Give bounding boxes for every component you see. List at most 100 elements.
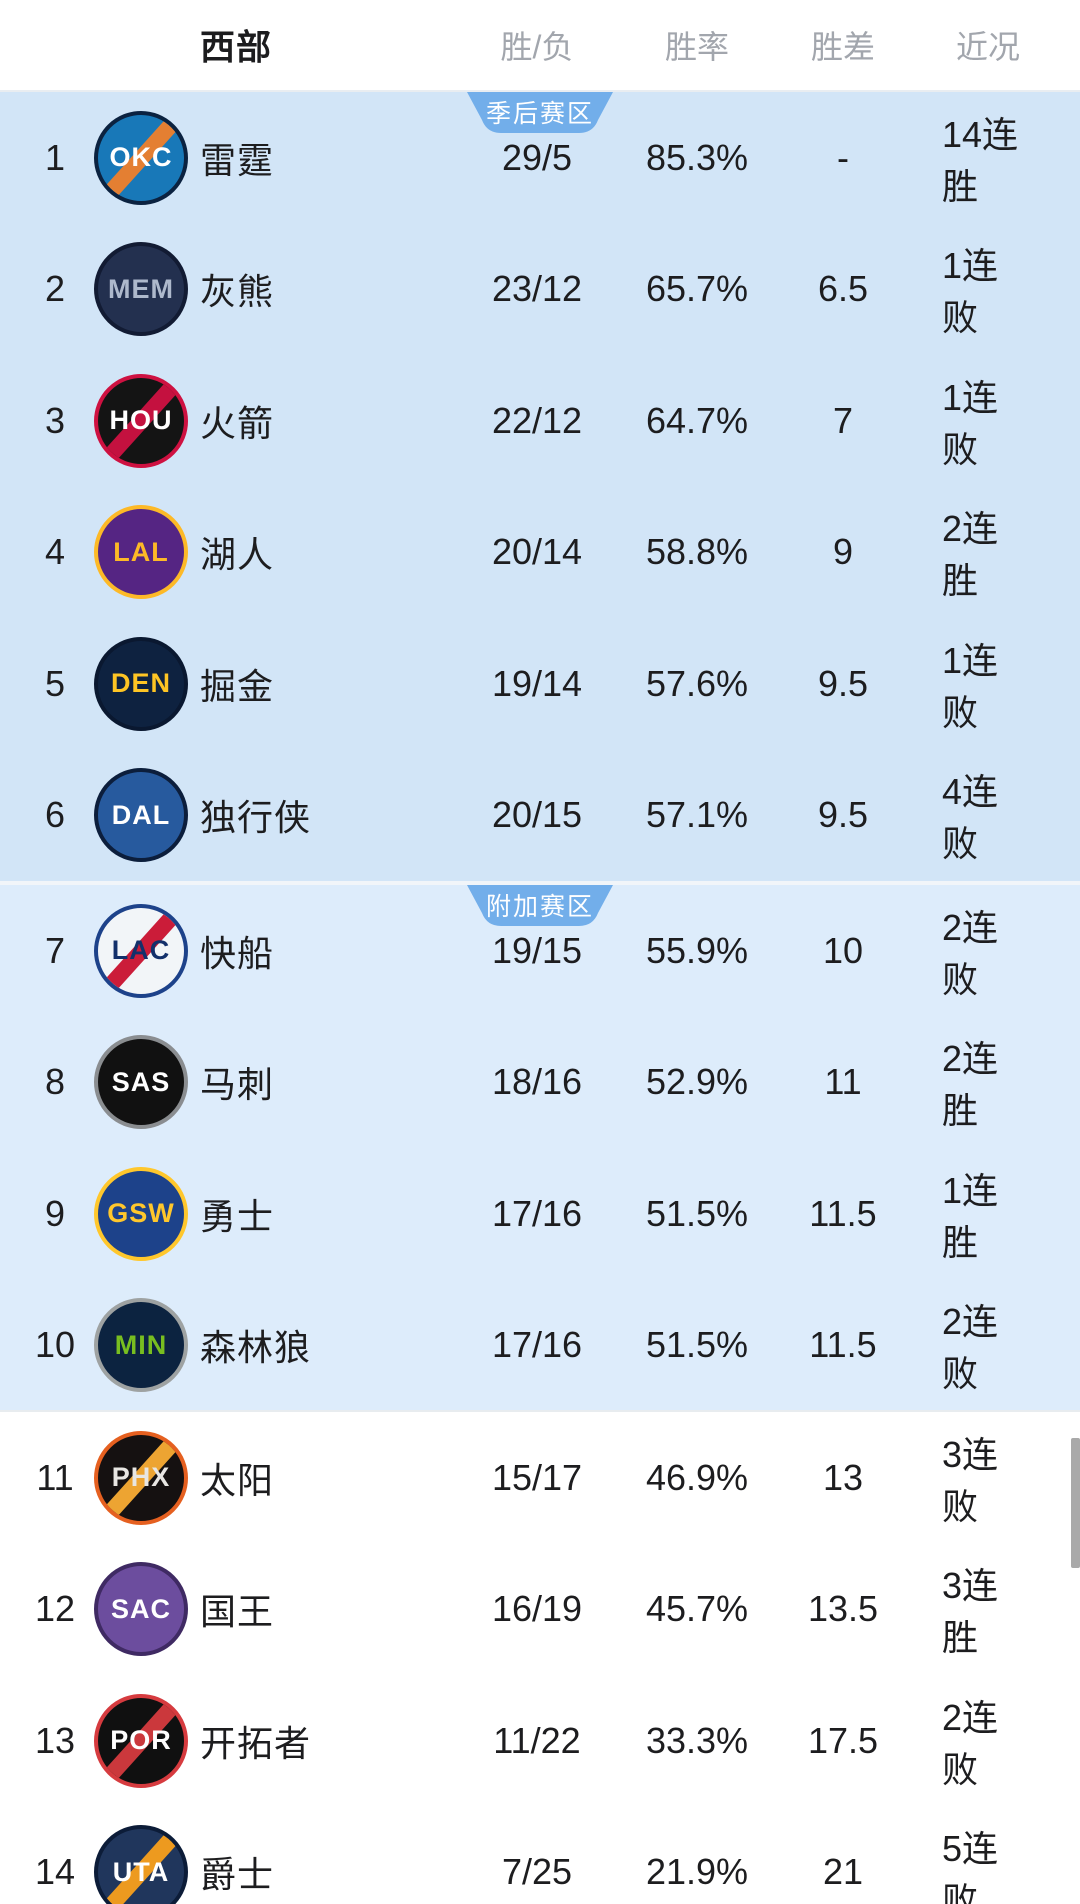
team-abbreviation: SAS bbox=[111, 1066, 171, 1097]
play-in-zone-section: 附加赛区 7 LAC 快船 19/15 55.9% 10 2连败 8 SAS 马… bbox=[0, 885, 1080, 1410]
win-percentage: 45.7% bbox=[645, 1588, 749, 1630]
win-loss-record: 20/15 bbox=[491, 794, 583, 836]
win-percentage: 58.8% bbox=[645, 531, 749, 573]
win-loss-record: 23/12 bbox=[491, 268, 583, 310]
streak-status: 14连胜 bbox=[942, 113, 1019, 207]
games-behind: - bbox=[837, 136, 849, 178]
column-header-recent: 近况 bbox=[955, 29, 1021, 65]
play-in-zone-badge: 附加赛区 bbox=[467, 885, 613, 926]
streak-status: 2连败 bbox=[942, 1696, 999, 1790]
rank-number: 13 bbox=[34, 1719, 76, 1761]
streak-status: 2连败 bbox=[942, 906, 999, 1000]
team-abbreviation: MEM bbox=[108, 273, 174, 304]
team-name: 爵士 bbox=[200, 1854, 275, 1896]
team-name: 开拓者 bbox=[200, 1722, 312, 1764]
games-behind: 9 bbox=[832, 531, 854, 573]
games-behind: 6.5 bbox=[817, 268, 869, 310]
table-row[interactable]: 14 UTA 爵士 7/25 21.9% 21 5连败 bbox=[0, 1807, 1080, 1904]
table-row[interactable]: 8 SAS 马刺 18/16 52.9% 11 2连胜 bbox=[0, 1017, 1080, 1149]
team-abbreviation: OKC bbox=[109, 142, 173, 173]
conference-title: 西部 bbox=[200, 28, 273, 68]
table-row[interactable]: 2 MEM 灰熊 23/12 65.7% 6.5 1连败 bbox=[0, 224, 1080, 356]
team-name: 森林狼 bbox=[200, 1327, 312, 1369]
team-logo-mem: MEM bbox=[94, 242, 188, 337]
lottery-section: 11 PHX 太阳 15/17 46.9% 13 3连败 12 SAC 国王 1… bbox=[0, 1412, 1080, 1904]
streak-status: 4连败 bbox=[942, 771, 999, 865]
rank-number: 9 bbox=[44, 1192, 66, 1234]
rank-number: 2 bbox=[44, 268, 66, 310]
team-name: 火箭 bbox=[200, 402, 275, 444]
win-loss-record: 19/14 bbox=[491, 662, 583, 704]
win-loss-record: 29/5 bbox=[501, 136, 573, 178]
team-name: 湖人 bbox=[200, 534, 275, 576]
streak-status: 3连胜 bbox=[942, 1565, 999, 1659]
table-row[interactable]: 7 LAC 快船 19/15 55.9% 10 2连败 bbox=[0, 885, 1080, 1017]
team-logo-phx: PHX bbox=[94, 1430, 188, 1525]
team-logo-uta: UTA bbox=[94, 1825, 188, 1904]
win-percentage: 46.9% bbox=[645, 1456, 749, 1498]
rank-number: 11 bbox=[36, 1456, 74, 1498]
section-divider bbox=[0, 1410, 1080, 1412]
table-row[interactable]: 13 POR 开拓者 11/22 33.3% 17.5 2连败 bbox=[0, 1675, 1080, 1807]
streak-status: 5连败 bbox=[942, 1828, 999, 1904]
streak-status: 2连胜 bbox=[942, 1038, 999, 1132]
team-abbreviation: DEN bbox=[110, 668, 171, 699]
team-logo-lac: LAC bbox=[94, 903, 188, 998]
team-name: 灰熊 bbox=[200, 271, 275, 313]
streak-status: 2连败 bbox=[942, 1301, 999, 1395]
team-logo-por: POR bbox=[94, 1693, 188, 1788]
table-row[interactable]: 11 PHX 太阳 15/17 46.9% 13 3连败 bbox=[0, 1412, 1080, 1544]
win-percentage: 33.3% bbox=[645, 1719, 749, 1761]
svg-text:季后赛区: 季后赛区 bbox=[486, 100, 594, 128]
games-behind: 11.5 bbox=[809, 1192, 877, 1234]
rank-number: 8 bbox=[44, 1061, 66, 1103]
streak-status: 1连败 bbox=[942, 245, 999, 339]
win-percentage: 65.7% bbox=[645, 268, 749, 310]
team-name: 马刺 bbox=[200, 1064, 275, 1106]
win-percentage: 85.3% bbox=[645, 136, 749, 178]
table-row[interactable]: 6 DAL 独行侠 20/15 57.1% 9.5 4连败 bbox=[0, 750, 1080, 882]
team-name: 国王 bbox=[200, 1591, 275, 1633]
rank-number: 7 bbox=[44, 929, 66, 971]
column-header-winpct: 胜率 bbox=[664, 29, 730, 65]
section-divider bbox=[0, 881, 1080, 885]
table-row[interactable]: 12 SAC 国王 16/19 45.7% 13.5 3连胜 bbox=[0, 1544, 1080, 1676]
table-row[interactable]: 1 OKC 雷霆 29/5 85.3% - 14连胜 bbox=[0, 92, 1080, 224]
team-logo-lal: LAL bbox=[94, 505, 188, 600]
scrollbar-thumb[interactable] bbox=[1071, 1438, 1080, 1568]
win-loss-record: 19/15 bbox=[491, 929, 583, 971]
team-abbreviation: LAL bbox=[113, 536, 169, 567]
team-logo-den: DEN bbox=[94, 636, 188, 731]
team-name: 掘金 bbox=[200, 665, 275, 707]
team-logo-dal: DAL bbox=[94, 768, 188, 863]
team-logo-sac: SAC bbox=[94, 1562, 188, 1657]
playoff-zone-section: 季后赛区 1 OKC 雷霆 29/5 85.3% - 14连胜 2 MEM 灰熊… bbox=[0, 92, 1080, 881]
table-row[interactable]: 10 MIN 森林狼 17/16 51.5% 11.5 2连败 bbox=[0, 1280, 1080, 1412]
team-logo-min: MIN bbox=[94, 1298, 188, 1393]
games-behind: 10 bbox=[822, 929, 864, 971]
table-row[interactable]: 9 GSW 勇士 17/16 51.5% 11.5 1连胜 bbox=[0, 1148, 1080, 1280]
streak-status: 2连胜 bbox=[942, 508, 999, 602]
win-loss-record: 17/16 bbox=[491, 1192, 583, 1234]
table-row[interactable]: 3 HOU 火箭 22/12 64.7% 7 1连败 bbox=[0, 355, 1080, 487]
team-name: 雷霆 bbox=[200, 139, 275, 181]
win-percentage: 57.6% bbox=[645, 662, 749, 704]
team-abbreviation: MIN bbox=[114, 1329, 168, 1360]
win-loss-record: 20/14 bbox=[491, 531, 583, 573]
table-row[interactable]: 5 DEN 掘金 19/14 57.6% 9.5 1连败 bbox=[0, 618, 1080, 750]
table-row[interactable]: 4 LAL 湖人 20/14 58.8% 9 2连胜 bbox=[0, 487, 1080, 619]
games-behind: 9.5 bbox=[817, 662, 869, 704]
team-logo-sas: SAS bbox=[94, 1035, 188, 1130]
team-abbreviation: DAL bbox=[111, 799, 171, 830]
win-loss-record: 22/12 bbox=[491, 399, 583, 441]
team-logo-gsw: GSW bbox=[94, 1166, 188, 1261]
rank-number: 1 bbox=[44, 136, 66, 178]
games-behind: 11.5 bbox=[809, 1324, 877, 1366]
win-loss-record: 16/19 bbox=[491, 1588, 583, 1630]
column-header-winloss: 胜/负 bbox=[500, 29, 574, 65]
team-abbreviation: HOU bbox=[109, 405, 173, 436]
rank-number: 6 bbox=[44, 794, 66, 836]
win-loss-record: 7/25 bbox=[501, 1851, 573, 1893]
win-percentage: 64.7% bbox=[645, 399, 749, 441]
